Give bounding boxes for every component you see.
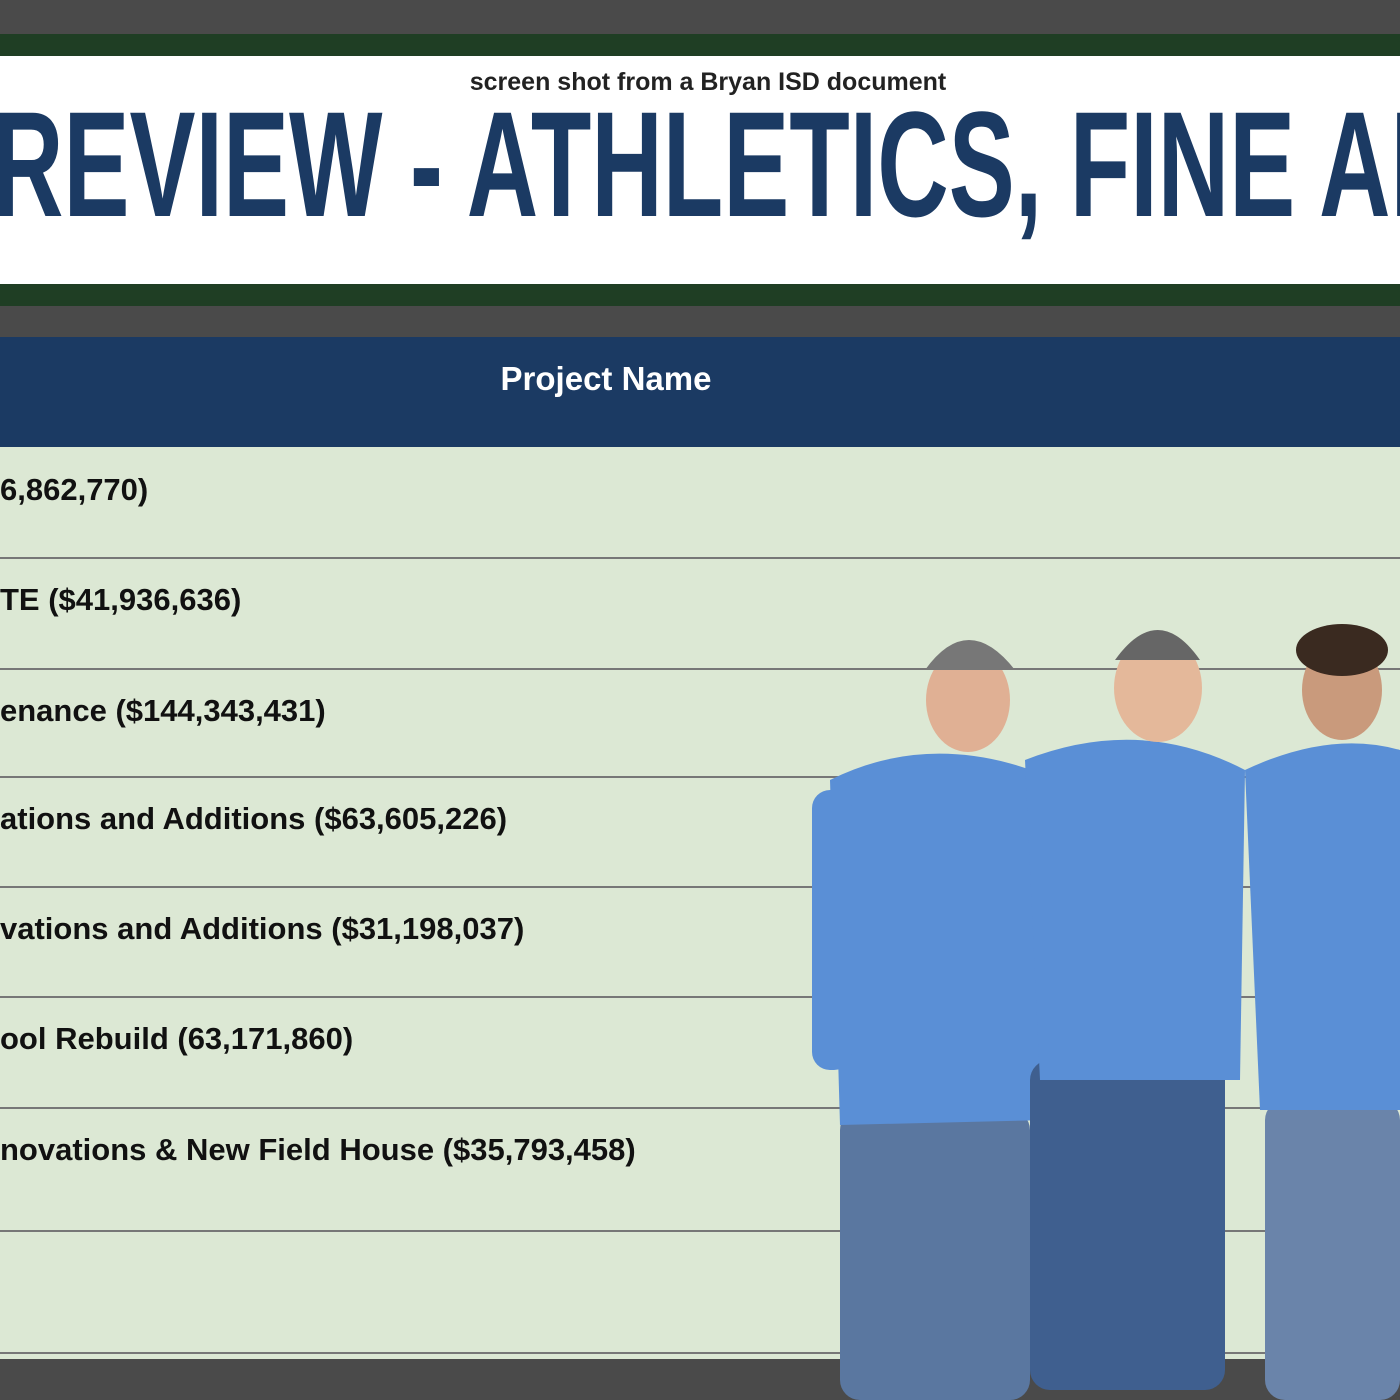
shirt (1025, 739, 1245, 1080)
row-text: ations and Additions ($63,605,226) (0, 801, 507, 836)
row-text: novations & New Field House ($35,793,458… (0, 1132, 636, 1167)
column-header: Project Name (501, 360, 712, 397)
row-divider (0, 1352, 1400, 1354)
title-panel (0, 56, 1400, 284)
jeans (1030, 1060, 1225, 1390)
green-band (0, 284, 1400, 306)
row-divider (0, 668, 1400, 670)
caption: screen shot from a Bryan ISD document (470, 68, 947, 96)
jeans (840, 1110, 1030, 1400)
row-divider (0, 1230, 1400, 1232)
shirt (830, 753, 1050, 1125)
row-text: 6,862,770) (0, 472, 148, 507)
row-divider (0, 996, 1400, 998)
row-text: ool Rebuild (63,171,860) (0, 1021, 353, 1056)
green-band (0, 34, 1400, 56)
row-divider (0, 776, 1400, 778)
row-divider (0, 1107, 1400, 1109)
title: REVIEW - ATHLETICS, FINE AR (0, 80, 1400, 248)
row-divider (0, 886, 1400, 888)
table-header (0, 337, 1400, 447)
hair (1296, 624, 1388, 676)
face (1114, 634, 1202, 742)
shirt (1245, 743, 1400, 1110)
jeans (1265, 1100, 1400, 1400)
arm (812, 790, 852, 1070)
cap (1115, 630, 1200, 660)
row-divider (0, 557, 1400, 559)
photo (812, 624, 1400, 1400)
row-text: enance ($144,343,431) (0, 693, 326, 728)
face (926, 648, 1010, 752)
table-rows: 6,862,770) TE ($41,936,636) enance ($144,3… (0, 472, 1400, 1354)
cap (925, 640, 1015, 670)
row-text: vations and Additions ($31,198,037) (0, 911, 524, 946)
row-text: TE ($41,936,636) (0, 582, 241, 617)
